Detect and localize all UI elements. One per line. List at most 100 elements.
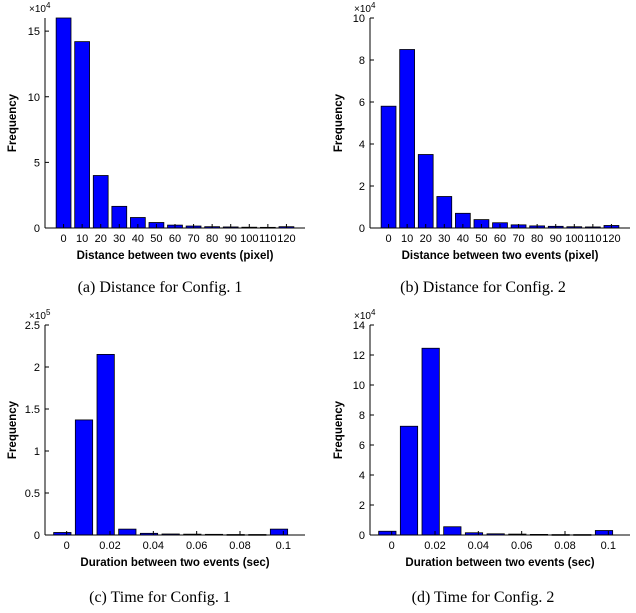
y-axis-label: Frequency (333, 93, 345, 152)
x-tick-label: 0.02 (99, 540, 120, 552)
x-tick-label: 80 (206, 233, 218, 245)
exponent-base: ×10 (29, 311, 46, 322)
x-tick-label: 60 (494, 233, 506, 245)
x-tick-label: 120 (602, 233, 620, 245)
exponent-base: ×10 (354, 311, 371, 322)
y-axis-exponent: ×104 (354, 1, 376, 15)
bar (594, 530, 614, 536)
bar (380, 105, 397, 229)
y-axis-exponent: ×104 (29, 1, 51, 15)
x-tick-label: 50 (475, 233, 487, 245)
panel-caption: (d) Time for Config. 2 (412, 589, 555, 606)
x-tick-label: 90 (225, 233, 237, 245)
y-tick-label: 0 (34, 223, 40, 235)
x-tick-label: 90 (550, 233, 562, 245)
x-tick-label: 0.1 (276, 540, 291, 552)
y-tick-label: 0 (359, 223, 365, 235)
bar (74, 419, 94, 536)
y-tick-label: 8 (359, 55, 365, 67)
x-tick-label: 0.08 (229, 540, 250, 552)
y-tick-label: 2 (359, 181, 365, 193)
bar (399, 49, 415, 229)
x-tick-label: 0.04 (468, 540, 489, 552)
bar (74, 41, 90, 229)
bar (378, 530, 397, 536)
y-tick-label: 1.5 (25, 404, 40, 416)
x-tick-label: 0.08 (554, 540, 575, 552)
exponent-power: 4 (46, 1, 51, 10)
x-tick-label: 0 (389, 540, 395, 552)
y-tick-label: 5 (34, 157, 40, 169)
x-tick-label: 0.02 (424, 540, 445, 552)
y-tick-label: 4 (359, 139, 365, 151)
bar (118, 528, 137, 536)
bar (421, 347, 440, 536)
x-tick-label: 0 (386, 233, 392, 245)
panel-caption: (b) Distance for Config. 2 (400, 279, 566, 296)
bar (399, 425, 419, 536)
panel-caption: (a) Distance for Config. 1 (78, 279, 243, 296)
bar (96, 353, 115, 536)
y-tick-label: 10 (28, 92, 40, 104)
y-tick-label: 2 (34, 362, 40, 374)
x-tick-label: 70 (512, 233, 524, 245)
bar (436, 196, 453, 229)
y-tick-label: 10 (353, 13, 365, 25)
y-tick-label: 0 (34, 530, 40, 542)
y-tick-label: 6 (359, 97, 365, 109)
chart-panel-0: 0 5 10 15 0 10 20 30 40 50 60 70 80 90 100 110 120 ×104 Di… (7, 1, 305, 296)
chart-panel-2: 0 0.5 1 1.5 2 2.5 0 0.02 0.04 0.06 0.08 0.1 ×105 Dura… (7, 308, 305, 606)
x-tick-label: 20 (420, 233, 432, 245)
x-tick-label: 10 (76, 233, 88, 245)
x-tick-label: 70 (187, 233, 199, 245)
y-axis-label: Frequency (7, 400, 19, 459)
x-tick-label: 30 (438, 233, 450, 245)
x-axis-label: Duration between two events (sec) (405, 557, 594, 569)
y-tick-label: 12 (353, 350, 365, 362)
y-axis-label: Frequency (7, 93, 19, 152)
bar (417, 154, 434, 229)
y-tick-label: 1 (34, 446, 40, 458)
x-tick-label: 40 (457, 233, 469, 245)
x-axis-label: Duration between two events (sec) (80, 557, 269, 569)
y-tick-label: 14 (353, 320, 365, 332)
y-tick-label: 15 (28, 26, 40, 38)
exponent-base: ×10 (354, 4, 371, 15)
x-tick-label: 0 (64, 540, 70, 552)
bar (92, 175, 109, 229)
x-tick-label: 50 (150, 233, 162, 245)
x-axis-label: Distance between two events (pixel) (77, 250, 274, 262)
y-axis-exponent: ×104 (354, 308, 376, 322)
x-tick-label: 30 (113, 233, 125, 245)
x-tick-label: 20 (95, 233, 107, 245)
y-tick-label: 6 (359, 440, 365, 452)
x-tick-label: 80 (531, 233, 543, 245)
exponent-power: 4 (371, 1, 376, 10)
y-tick-label: 2.5 (25, 320, 40, 332)
x-tick-label: 110 (259, 233, 277, 245)
y-tick-label: 8 (359, 410, 365, 422)
exponent-power: 4 (371, 308, 376, 317)
y-tick-label: 2 (359, 500, 365, 512)
x-tick-label: 120 (277, 233, 295, 245)
x-tick-label: 0.06 (511, 540, 532, 552)
bar (55, 17, 72, 229)
x-axis-label: Distance between two events (pixel) (402, 250, 599, 262)
bar (443, 526, 462, 536)
exponent-power: 5 (46, 308, 51, 317)
y-tick-label: 4 (359, 470, 365, 482)
exponent-base: ×10 (29, 4, 46, 15)
panel-caption: (c) Time for Config. 1 (89, 589, 231, 606)
x-tick-label: 10 (401, 233, 413, 245)
x-tick-label: 0.1 (601, 540, 616, 552)
y-axis-exponent: ×105 (29, 308, 51, 322)
y-tick-label: 0.5 (25, 488, 40, 500)
x-tick-label: 110 (584, 233, 602, 245)
x-tick-label: 40 (132, 233, 144, 245)
y-tick-label: 0 (359, 530, 365, 542)
y-tick-label: 10 (353, 380, 365, 392)
y-axis-label: Frequency (333, 400, 345, 459)
